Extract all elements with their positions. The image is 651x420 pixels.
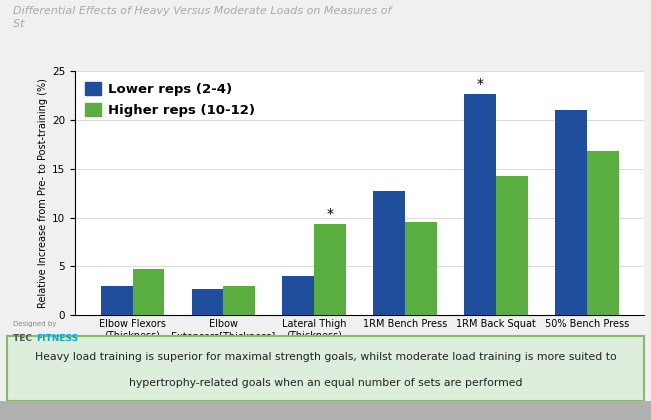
Bar bbox=[283, 276, 314, 315]
Text: hypertrophy-related goals when an equal number of sets are performed: hypertrophy-related goals when an equal … bbox=[129, 378, 522, 388]
Bar bbox=[101, 286, 133, 315]
Text: Designed by: Designed by bbox=[13, 321, 57, 327]
Bar bbox=[133, 269, 164, 315]
Text: St: St bbox=[13, 19, 249, 29]
Bar bbox=[191, 289, 223, 315]
Bar bbox=[373, 191, 405, 315]
Bar bbox=[314, 224, 346, 315]
Bar bbox=[223, 286, 255, 315]
Text: Heavy load training is superior for maximal strength goals, whilst moderate load: Heavy load training is superior for maxi… bbox=[35, 352, 616, 362]
Text: *: * bbox=[327, 207, 334, 221]
Bar bbox=[464, 94, 496, 315]
Y-axis label: Relative Increase from Pre- to Post-training (%): Relative Increase from Pre- to Post-trai… bbox=[38, 78, 48, 308]
Bar bbox=[555, 110, 587, 315]
Text: *: * bbox=[477, 77, 484, 91]
Bar bbox=[496, 176, 528, 315]
Legend: Lower reps (2-4), Higher reps (10-12): Lower reps (2-4), Higher reps (10-12) bbox=[81, 78, 259, 121]
Bar bbox=[405, 223, 437, 315]
Text: Differential Effects of Heavy Versus Moderate Loads on Measures of: Differential Effects of Heavy Versus Mod… bbox=[13, 6, 391, 16]
Text: TEC: TEC bbox=[13, 334, 35, 343]
Text: FITNESS: FITNESS bbox=[36, 334, 78, 343]
Bar bbox=[587, 151, 618, 315]
